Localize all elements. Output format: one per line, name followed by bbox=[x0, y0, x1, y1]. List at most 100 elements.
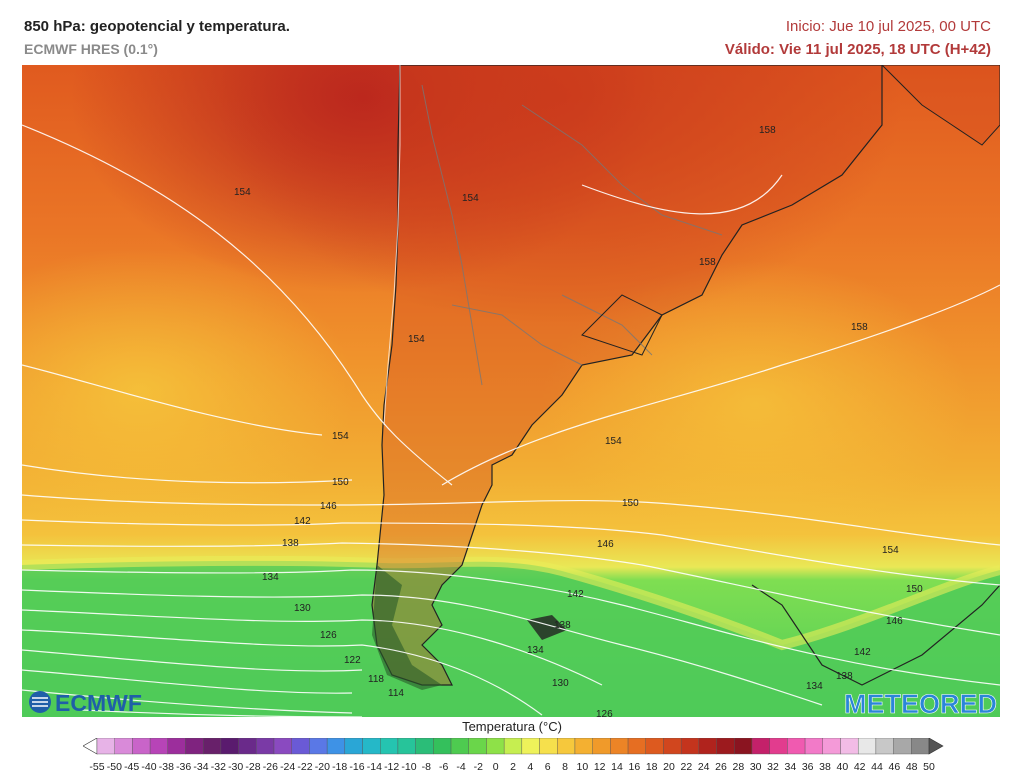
valid-time: Válido: Vie 11 jul 2025, 18 UTC (H+42) bbox=[724, 41, 991, 58]
colorbar-cell bbox=[397, 738, 416, 755]
colorbar-cell bbox=[220, 738, 239, 755]
colorbar-cell bbox=[751, 738, 770, 755]
colorbar-cell bbox=[680, 738, 700, 755]
colorbar-cell bbox=[185, 738, 204, 755]
colorbar-tick-label: -20 bbox=[314, 761, 330, 773]
colorbar-cell bbox=[769, 738, 788, 755]
contour-labels: 154 154 158 158 158 154 154 154 150 150 … bbox=[234, 125, 923, 717]
colorbar-tick-label: -32 bbox=[210, 761, 226, 773]
colorbar-tick-label: 12 bbox=[593, 761, 606, 773]
colorbar-tick-label: -28 bbox=[245, 761, 261, 773]
colorbar-tick-label: -2 bbox=[473, 761, 483, 773]
colorbar-cell bbox=[291, 738, 310, 755]
legend-title: Temperatura (°C) bbox=[462, 719, 562, 734]
contour-label: 130 bbox=[552, 678, 569, 689]
meteored-logo: METEORED bbox=[844, 689, 997, 717]
weather-map[interactable]: 154 154 158 158 158 154 154 154 150 150 … bbox=[22, 65, 1000, 717]
colorbar-cell bbox=[893, 738, 912, 755]
colorbar-tick-label: 16 bbox=[628, 761, 641, 773]
colorbar-cell bbox=[380, 738, 399, 755]
colorbar-tick-label: -55 bbox=[89, 761, 105, 773]
colorbar-cell bbox=[610, 738, 629, 755]
colorbar-tick-label: 20 bbox=[663, 761, 675, 773]
ecmwf-logo-text: ECMWF bbox=[55, 690, 142, 716]
contour-label: 154 bbox=[462, 193, 479, 204]
colorbar-tick-label: 0 bbox=[492, 761, 499, 773]
colorbar-tick-label: 14 bbox=[611, 761, 623, 773]
contour-label: 146 bbox=[320, 501, 337, 512]
contour-label: 134 bbox=[806, 681, 823, 692]
contour-label: 138 bbox=[554, 620, 571, 631]
colorbar-cell bbox=[114, 738, 133, 755]
colorbar-cell bbox=[911, 738, 930, 755]
colorbar-cell bbox=[503, 738, 523, 755]
colorbar-tick-label: -4 bbox=[456, 761, 466, 773]
contour-label: 154 bbox=[408, 334, 425, 345]
colorbar-cell bbox=[663, 738, 682, 755]
colorbar-tick-label: 44 bbox=[871, 761, 883, 773]
contour-label: 134 bbox=[527, 645, 544, 656]
colorbar-tick-label: 8 bbox=[562, 761, 568, 773]
contour-label: 150 bbox=[332, 477, 349, 488]
colorbar-cell bbox=[521, 738, 540, 755]
colorbar-cell bbox=[433, 738, 452, 755]
temperature-colorbar bbox=[83, 738, 944, 755]
colorbar-cell bbox=[203, 738, 222, 755]
colorbar-cell bbox=[362, 738, 381, 755]
colorbar-cell bbox=[450, 738, 469, 755]
colorbar-tick-label: 2 bbox=[510, 761, 516, 773]
colorbar-cell bbox=[132, 738, 151, 755]
colorbar-cell bbox=[344, 738, 363, 755]
contour-label: 150 bbox=[906, 584, 923, 595]
colorbar-cell bbox=[804, 738, 823, 755]
colorbar-ticks: -55 -50 -45 -40 -38 -36 -34 -32 -30 -28 -26 -24 -22-… bbox=[83, 761, 943, 779]
contour-label: 138 bbox=[836, 671, 853, 682]
contour-label: 158 bbox=[759, 125, 776, 136]
colorbar-tick-label: -22 bbox=[297, 761, 313, 773]
colorbar-tick-label: 24 bbox=[697, 761, 710, 773]
colorbar-cell bbox=[627, 738, 646, 755]
colorbar-tick-label: -36 bbox=[176, 761, 192, 773]
colorbar-cell bbox=[645, 738, 664, 755]
colorbar-cell bbox=[592, 738, 611, 755]
colorbar-tick-label: 32 bbox=[767, 761, 779, 773]
contour-label: 154 bbox=[332, 431, 349, 442]
colorbar-tick-label: 28 bbox=[732, 761, 745, 773]
colorbar-cell bbox=[149, 738, 169, 755]
model-label: ECMWF HRES (0.1°) bbox=[24, 41, 158, 57]
colorbar-tick-label: -12 bbox=[384, 761, 400, 773]
colorbar-tick-label: 46 bbox=[888, 761, 901, 773]
colorbar-cell bbox=[875, 738, 894, 755]
colorbar-tick-label: -18 bbox=[332, 761, 348, 773]
contour-label: 126 bbox=[320, 630, 337, 641]
colorbar-cell bbox=[557, 738, 576, 755]
colorbar-cell bbox=[698, 738, 717, 755]
colorbar-cell bbox=[96, 738, 115, 755]
colorbar-tick-label: -26 bbox=[262, 761, 278, 773]
colorbar-tick-label: -34 bbox=[193, 761, 209, 773]
colorbar-cell bbox=[273, 738, 292, 755]
colorbar-tick-label: -16 bbox=[349, 761, 365, 773]
colorbar-tick-label: 10 bbox=[576, 761, 589, 773]
colorbar-tick-label: 4 bbox=[527, 761, 534, 773]
contour-label: 146 bbox=[597, 539, 614, 550]
contour-label: 122 bbox=[344, 655, 361, 666]
colorbar-tick-label: -10 bbox=[401, 761, 417, 773]
colorbar-tick-label: -50 bbox=[106, 761, 122, 773]
colorbar-cell bbox=[574, 738, 593, 755]
colorbar-tick-label: 48 bbox=[905, 761, 918, 773]
colorbar-tick-label: -8 bbox=[421, 761, 431, 773]
colorbar-tick-label: -38 bbox=[158, 761, 174, 773]
contour-label: 126 bbox=[596, 709, 613, 717]
colorbar-tick-label: 38 bbox=[819, 761, 831, 773]
colorbar-tick-label: -14 bbox=[366, 761, 382, 773]
contour-label: 142 bbox=[294, 516, 311, 527]
colorbar-tick-label: -45 bbox=[124, 761, 140, 773]
colorbar-cell bbox=[716, 738, 735, 755]
colorbar-tick-label: 42 bbox=[853, 761, 866, 773]
contour-label: 146 bbox=[886, 616, 903, 627]
colorbar-tick-label: 50 bbox=[923, 761, 935, 773]
contour-label: 154 bbox=[605, 436, 622, 447]
colorbar-tick-label: 30 bbox=[749, 761, 762, 773]
colorbar-cell bbox=[539, 738, 558, 755]
